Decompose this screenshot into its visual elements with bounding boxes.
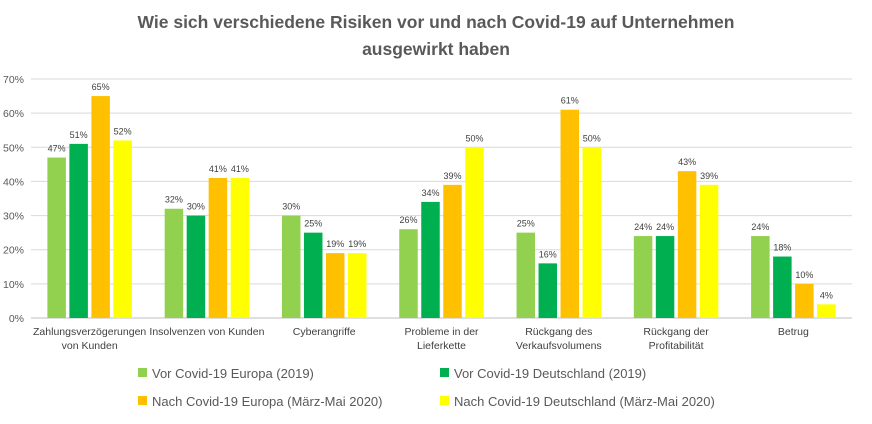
data-label: 32% (165, 195, 183, 205)
y-tick-label: 20% (3, 245, 24, 257)
data-label: 39% (700, 171, 718, 181)
data-label: 19% (326, 239, 344, 249)
data-label: 30% (282, 202, 300, 212)
bar (538, 263, 558, 318)
data-label: 39% (443, 171, 461, 181)
data-label: 34% (421, 188, 439, 198)
legend-label: Nach Covid-19 Europa (März-Mai 2020) (152, 394, 382, 409)
legend-label: Vor Covid-19 Deutschland (2019) (454, 366, 646, 381)
category-label: Rückgang der (643, 326, 709, 338)
legend-swatch (440, 368, 449, 377)
data-label: 50% (465, 133, 483, 143)
data-label: 61% (561, 96, 579, 106)
data-label: 52% (114, 126, 132, 136)
y-tick-label: 60% (3, 108, 24, 120)
data-label: 30% (187, 202, 205, 212)
bar (230, 178, 250, 318)
chart-title-line-2: ausgewirkt haben (362, 39, 510, 59)
y-tick-label: 70% (3, 74, 24, 86)
bar (560, 109, 580, 318)
data-label: 18% (773, 243, 791, 253)
data-label: 24% (656, 222, 674, 232)
bar (795, 283, 814, 318)
y-tick-label: 50% (3, 142, 24, 154)
data-label: 26% (399, 215, 417, 225)
category-label: Zahlungsverzögerungen (33, 326, 146, 338)
data-label: 16% (539, 249, 557, 259)
data-label: 25% (304, 219, 322, 229)
bar (399, 229, 418, 318)
chart-title-line-1: Wie sich verschiedene Risiken vor und na… (138, 12, 735, 32)
data-label: 10% (795, 270, 813, 280)
legend-label: Nach Covid-19 Deutschland (März-Mai 2020… (454, 394, 715, 409)
legend-swatch (440, 396, 449, 405)
bar (516, 232, 536, 318)
legend-label: Vor Covid-19 Europa (2019) (152, 366, 314, 381)
data-label: 51% (70, 130, 88, 140)
bar (47, 157, 66, 318)
bar (443, 184, 462, 318)
bar (164, 208, 184, 318)
bar (91, 96, 110, 318)
category-label: Betrug (778, 326, 809, 338)
bar (633, 236, 653, 318)
data-labels: 47% 51% 65% 52% 32% 30% 41% 41% 30% 25% 19% 19% 26% 3… (48, 82, 833, 300)
y-axis-ticks: 0% 10% 20% 30% 40% 50% 60% 70% (3, 74, 24, 325)
bar (699, 184, 719, 318)
bar (347, 253, 367, 318)
data-label: 4% (820, 290, 833, 300)
bar (303, 232, 323, 318)
data-label: 24% (634, 222, 652, 232)
bar (773, 256, 792, 318)
category-label: Cyberangriffe (293, 326, 356, 338)
data-label: 65% (92, 82, 110, 92)
bar (817, 304, 836, 318)
bar (582, 147, 602, 318)
category-label: Rückgang des (525, 326, 592, 338)
bar (655, 236, 675, 318)
data-label: 43% (678, 157, 696, 167)
legend-swatch (138, 396, 147, 405)
bar (113, 140, 132, 318)
data-label: 19% (348, 239, 366, 249)
bar (69, 143, 88, 318)
y-tick-label: 0% (9, 313, 24, 325)
category-label: Profitabilität (649, 340, 704, 352)
bar (677, 171, 697, 318)
data-label: 24% (751, 222, 769, 232)
data-label: 41% (209, 164, 227, 174)
category-label: Probleme in der (404, 326, 479, 338)
data-label: 41% (231, 164, 249, 174)
data-label: 47% (48, 144, 66, 154)
bar (465, 147, 484, 318)
bar (325, 253, 345, 318)
legend-swatch (138, 368, 147, 377)
category-labels: Zahlungsverzögerungen von Kunden Insolvenz… (33, 326, 809, 352)
category-label: von Kunden (62, 340, 118, 352)
bars (47, 96, 836, 318)
y-tick-label: 30% (3, 211, 24, 223)
bar (208, 178, 228, 318)
y-tick-label: 10% (3, 279, 24, 291)
data-label: 25% (517, 219, 535, 229)
bar (421, 201, 440, 318)
y-tick-label: 40% (3, 176, 24, 188)
legend: Vor Covid-19 Europa (2019) Vor Covid-19 D… (138, 366, 715, 409)
gridlines (31, 78, 852, 319)
data-label: 50% (583, 133, 601, 143)
category-label: Insolvenzen von Kunden (149, 326, 264, 338)
bar (186, 215, 206, 318)
category-label: Verkaufsvolumens (516, 340, 602, 352)
bar (281, 215, 301, 318)
category-label: Lieferkette (417, 340, 466, 352)
bar (751, 236, 770, 318)
